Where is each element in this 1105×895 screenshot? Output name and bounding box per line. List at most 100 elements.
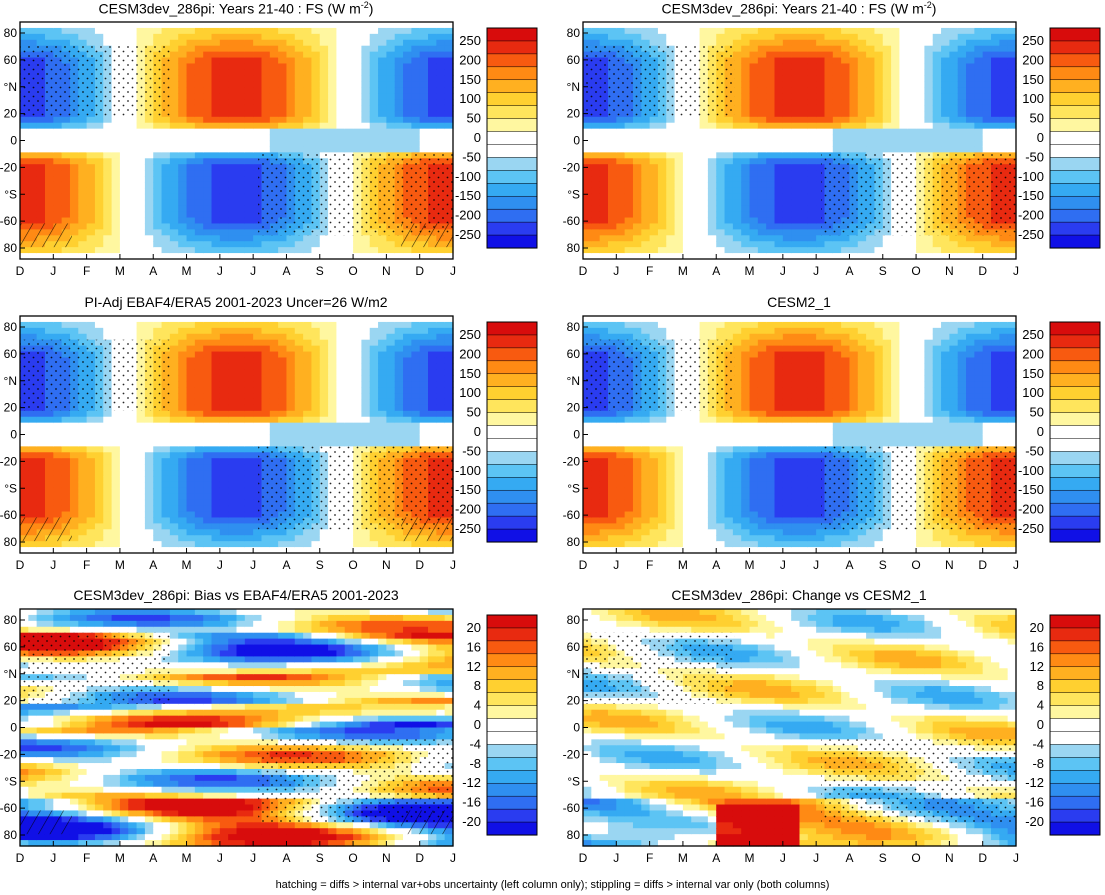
heatmap-cell (186, 99, 196, 106)
heatmap-cell (228, 235, 238, 242)
heatmap-cell (20, 481, 29, 489)
heatmap-cell (294, 122, 304, 130)
heatmap-cell (20, 499, 29, 507)
heatmap-cell (607, 134, 617, 142)
heatmap-cell (691, 193, 701, 201)
heatmap-cell (882, 75, 892, 82)
heatmap-cell (111, 505, 121, 513)
heatmap-cell (974, 57, 984, 65)
heatmap-cell (319, 122, 329, 130)
heatmap-cell (178, 122, 188, 130)
colorbar-segment (486, 234, 538, 249)
heatmap-cell (799, 193, 809, 201)
heatmap-cell (732, 253, 742, 260)
heatmap-cell (666, 164, 676, 171)
heatmap-cell (724, 146, 734, 153)
heatmap-cell (682, 158, 692, 165)
heatmap-cell (78, 205, 88, 213)
x-tick-label: J (450, 264, 456, 278)
heatmap-cell (766, 33, 776, 41)
heatmap-cell (253, 93, 263, 100)
heatmap-cell (716, 229, 726, 236)
heatmap-cell (657, 235, 667, 242)
x-tick-label: J (50, 264, 56, 278)
heatmap-cell (932, 57, 942, 65)
heatmap-cell (832, 27, 842, 35)
heatmap-cell (86, 464, 96, 471)
heatmap-cell (436, 110, 446, 118)
x-tick-label: N (945, 264, 954, 278)
heatmap-cell (36, 422, 46, 430)
heatmap-cell (957, 110, 967, 118)
heatmap-cell (716, 170, 726, 177)
heatmap-cell (1007, 81, 1017, 88)
heatmap-cell (732, 104, 742, 112)
heatmap-cell (228, 104, 238, 112)
heatmap-cell (278, 51, 288, 59)
heatmap-cell (907, 134, 917, 142)
heatmap-cell (186, 146, 196, 153)
heatmap-cell (607, 158, 617, 165)
heatmap-cell (128, 428, 138, 436)
heatmap-cell (28, 470, 38, 477)
heatmap-cell (86, 152, 96, 159)
heatmap-cell (774, 211, 784, 219)
heatmap-cell (674, 247, 684, 254)
colorbar-label: -200 (1018, 208, 1044, 223)
heatmap-cell (44, 199, 54, 207)
heatmap-cell (211, 93, 221, 100)
heatmap-cell (144, 199, 154, 207)
heatmap-cell (957, 247, 967, 254)
heatmap-cell (144, 452, 154, 459)
heatmap-cell (269, 235, 279, 242)
heatmap-cell (624, 27, 634, 35)
heatmap-cell (269, 99, 279, 106)
heatmap-cell (128, 241, 138, 248)
y-tick-label: 60 (567, 53, 581, 67)
heatmap-cell (824, 22, 834, 29)
heatmap-cell (236, 158, 246, 165)
heatmap-cell (791, 51, 801, 59)
heatmap-cell (436, 253, 446, 260)
heatmap-cell (28, 27, 38, 35)
heatmap-cell (203, 176, 213, 183)
heatmap-cell (583, 229, 592, 236)
heatmap-cell (94, 39, 104, 47)
heatmap-cell (691, 146, 701, 153)
heatmap-cell (228, 176, 238, 183)
heatmap-cell (666, 181, 676, 189)
heatmap-cell (949, 253, 959, 260)
heatmap-cell (411, 33, 421, 41)
heatmap-cell (707, 235, 717, 242)
heatmap-cell (428, 104, 437, 112)
heatmap-cell (682, 152, 692, 159)
heatmap-cell (236, 152, 246, 159)
heatmap-cell (53, 547, 63, 554)
heatmap-cell (741, 152, 751, 159)
heatmap-cell (61, 193, 71, 201)
colorbar-segment (486, 170, 538, 184)
heatmap-cell (419, 81, 429, 88)
heatmap-cell (774, 134, 784, 142)
heatmap-cell (53, 487, 63, 495)
heatmap-cell (186, 176, 196, 183)
heatmap-cell (974, 104, 984, 112)
heatmap-cell (86, 241, 96, 248)
colorbar-segment (1049, 79, 1101, 94)
heatmap-cell (724, 22, 734, 29)
heatmap-cell (616, 211, 626, 219)
colorbar-segment (1049, 27, 1101, 42)
heatmap-cell (111, 158, 121, 165)
heatmap-cell (119, 33, 129, 41)
heatmap-cell (982, 45, 992, 53)
heatmap-cell (219, 39, 229, 47)
heatmap-cell (832, 235, 842, 242)
heatmap-cell (724, 193, 734, 201)
heatmap-cell (716, 27, 726, 35)
heatmap-cell (866, 87, 876, 94)
heatmap-cell (716, 181, 726, 189)
heatmap-cell (344, 22, 354, 29)
heatmap-cell (874, 134, 884, 142)
heatmap-cell (966, 241, 975, 248)
heatmap-cell (311, 45, 321, 53)
